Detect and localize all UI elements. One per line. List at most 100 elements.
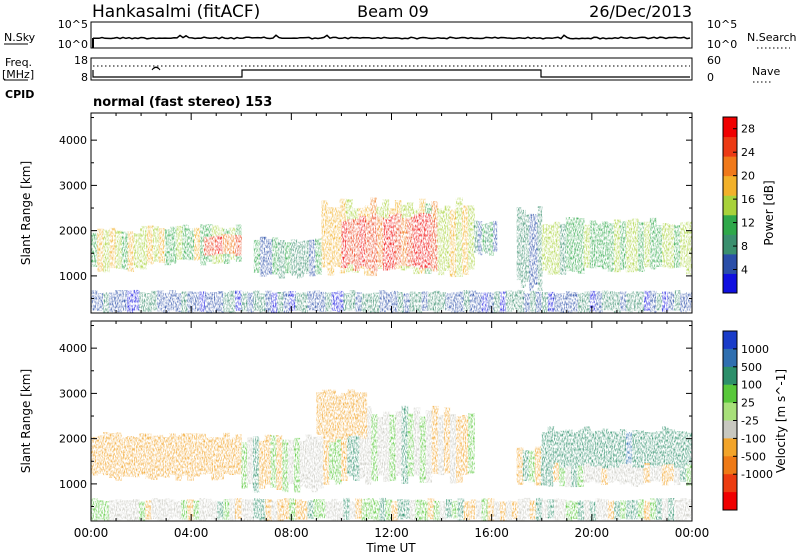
- vel-data-cell: [353, 392, 361, 436]
- nave-label: Nave: [752, 65, 780, 78]
- vel-data-cell: [359, 408, 366, 479]
- vel-data-cell: [619, 429, 627, 465]
- vel-data-cell: [223, 432, 230, 474]
- power-data-cell: [302, 240, 310, 274]
- power-data-cell: [309, 239, 316, 277]
- ytick-label: 4000: [59, 134, 87, 147]
- power-data-cell: [265, 290, 272, 313]
- power-data-cell: [127, 290, 134, 313]
- power-data-cell: [301, 292, 308, 313]
- ytick-label: 3000: [59, 179, 87, 192]
- power-data-cell: [91, 290, 98, 311]
- vel-data-cell: [686, 432, 692, 465]
- power-data-cell: [403, 293, 411, 313]
- vel-data-cell: [437, 414, 445, 476]
- vel-data-cell: [583, 426, 591, 464]
- power-data-cell: [613, 219, 621, 273]
- power-data-cell: [343, 293, 350, 312]
- ytick-label: 1000: [59, 478, 87, 491]
- vel-data-cell: [277, 499, 284, 521]
- power-data-cell: [383, 218, 390, 271]
- vel-data-cell: [559, 450, 566, 487]
- vel-data-cell: [499, 501, 507, 521]
- vel-data-cell: [457, 498, 465, 521]
- velocity-colorbar-swatch: [723, 438, 737, 457]
- power-data-cell: [253, 290, 260, 311]
- power-data-cell: [553, 293, 561, 312]
- vel-data-cell: [301, 501, 308, 520]
- power-colorbar-label-tick: 4: [741, 264, 748, 277]
- vel-data-cell: [462, 415, 469, 475]
- power-data-cell: [481, 224, 487, 252]
- power-data-cell: [637, 221, 645, 272]
- cpid-label: CPID: [5, 88, 34, 101]
- vel-data-cell: [595, 498, 603, 520]
- vel-data-cell: [493, 501, 501, 520]
- vel-data-cell: [241, 442, 248, 489]
- power-data-cell: [205, 292, 212, 313]
- vel-data-cell: [97, 500, 104, 520]
- freq-tick-top: 18: [74, 54, 88, 67]
- vel-data-cell: [377, 416, 384, 476]
- vel-data-cell: [347, 411, 354, 477]
- power-data-cell: [481, 292, 489, 313]
- power-data-cell: [152, 226, 160, 262]
- vel-data-cell: [601, 499, 609, 520]
- power-data-cell: [169, 290, 176, 311]
- power-data-cell: [583, 291, 591, 313]
- vel-data-cell: [419, 416, 427, 483]
- vel-data-cell: [325, 501, 332, 519]
- vel-data-cell: [157, 434, 164, 477]
- power-data-cell: [625, 293, 633, 313]
- vel-data-cell: [175, 501, 182, 520]
- nave-tick-top: 60: [707, 54, 721, 67]
- power-data-cell: [577, 292, 585, 313]
- vel-data-cell: [541, 432, 549, 465]
- vel-data-cell: [415, 499, 423, 521]
- vel-data-cell: [439, 501, 447, 520]
- power-data-cell: [319, 291, 326, 312]
- velocity-colorbar-swatch: [723, 384, 737, 404]
- date-title: 26/Dec/2013: [589, 2, 692, 21]
- vel-data-cell: [347, 389, 355, 436]
- power-data-cell: [259, 293, 266, 313]
- power-data-cell: [103, 292, 110, 313]
- power-data-cell: [353, 218, 360, 271]
- vel-data-cell: [341, 409, 348, 481]
- power-colorbar-label-tick: 16: [741, 193, 755, 206]
- vel-data-cell: [601, 428, 609, 469]
- vel-data-cell: [407, 413, 415, 477]
- power-data-cell: [595, 223, 603, 268]
- power-data-cell: [607, 223, 615, 272]
- power-data-cell: [493, 291, 501, 313]
- power-data-cell: [253, 239, 261, 273]
- vel-data-cell: [139, 433, 146, 475]
- vel-data-cell: [145, 500, 152, 520]
- vel-data-cell: [451, 500, 459, 519]
- power-data-cell: [517, 289, 525, 313]
- xtick-label: 08:00: [274, 526, 309, 540]
- vel-data-cell: [211, 437, 218, 481]
- velocity-ylabel: Slant Range [km]: [19, 369, 33, 473]
- power-data-cell: [443, 205, 451, 271]
- vel-data-cell: [133, 437, 140, 478]
- ytick-label: 3000: [59, 387, 87, 400]
- power-data-cell: [474, 220, 479, 253]
- vel-data-cell: [271, 500, 278, 520]
- vel-data-cell: [199, 498, 206, 521]
- power-data-cell: [365, 220, 372, 269]
- power-data-cell: [520, 209, 526, 288]
- power-data-cell: [625, 219, 633, 273]
- vel-data-cell: [511, 501, 519, 519]
- vel-data-cell: [547, 426, 555, 468]
- power-data-cell: [674, 290, 681, 311]
- vel-data-cell: [223, 499, 230, 520]
- power-data-cell: [325, 292, 332, 312]
- vel-data-cell: [127, 436, 134, 477]
- power-data-cell: [115, 290, 122, 313]
- xtick-label: 12:00: [374, 526, 409, 540]
- power-colorbar-swatch: [723, 234, 737, 255]
- vel-data-cell: [367, 498, 375, 519]
- power-data-cell: [449, 209, 457, 278]
- xtick-label: 04:00: [174, 526, 209, 540]
